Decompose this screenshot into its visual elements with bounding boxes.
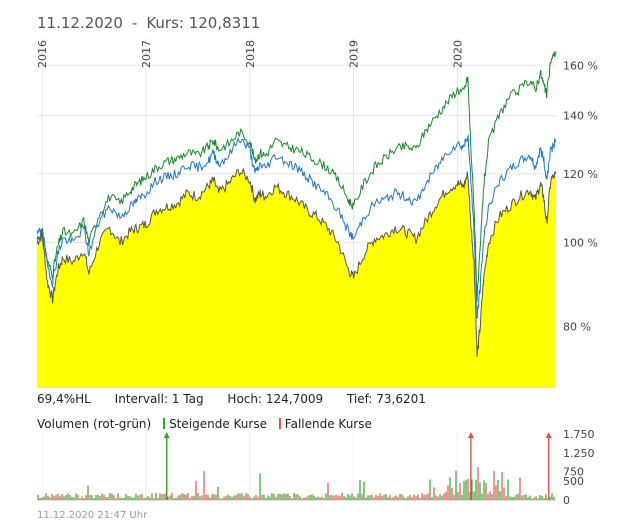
volume-tick-label: 750: [563, 466, 584, 479]
header-separator: -: [131, 14, 138, 32]
series-line-blue: [36, 134, 557, 319]
series-area-fill: [37, 169, 556, 388]
legend-falling: Fallende Kurse: [284, 417, 372, 431]
series-line-green: [36, 51, 557, 302]
high-value: Hoch: 124,7009: [227, 392, 324, 406]
info-bar: 69,4%HL Intervall: 1 Tag Hoch: 124,7009 …: [37, 392, 426, 406]
lines-layer: [36, 51, 557, 357]
volume-tick-label: 1.250: [563, 447, 595, 460]
y-tick-label: 80 %: [563, 321, 591, 334]
volume-tick-label: 1.750: [563, 428, 595, 441]
y-tick-label: 160 %: [563, 59, 598, 72]
volume-spike-arrow-icon: [545, 432, 552, 438]
interval-selector[interactable]: Intervall: 1 Tag: [114, 392, 204, 406]
header-price: Kurs: 120,8311: [146, 14, 261, 32]
y-axis-labels: 80 % 100 % 120 % 140 % 160 %: [563, 59, 598, 333]
x-tick-label: 2020: [451, 40, 464, 68]
volume-tick-label: 500: [563, 475, 584, 488]
legend-rising: Steigende Kurse: [169, 417, 267, 431]
y-tick-label: 140 %: [563, 110, 598, 123]
y-tick-label: 100 %: [563, 237, 598, 250]
x-axis-labels: 2016 2017 2018 2019 2020: [36, 40, 464, 68]
volume-legend: Volumen (rot-grün) Steigende Kurse Falle…: [37, 417, 372, 431]
header-date: 11.12.2020: [37, 14, 123, 32]
chart-header: 11.12.2020- Kurs: 120,8311: [37, 14, 260, 32]
volume-spike-arrow-icon: [163, 432, 170, 438]
volume-title: Volumen (rot-grün): [37, 417, 152, 431]
series-line-main: [36, 167, 557, 357]
low-value: Tief: 73,6201: [346, 392, 426, 406]
range-label: 69,4%HL: [37, 392, 91, 406]
rising-marker-icon: [163, 418, 166, 429]
falling-marker-icon: [278, 418, 281, 429]
volume-tick-label: 0: [563, 494, 570, 507]
volume-bars: [37, 432, 556, 501]
footer-timestamp: 11.12.2020 21:47 Uhr: [37, 510, 148, 521]
x-tick-label: 2019: [348, 40, 361, 68]
x-tick-label: 2018: [244, 40, 257, 68]
x-tick-label: 2017: [140, 40, 153, 68]
area-layer: [37, 169, 556, 388]
x-tick-label: 2016: [36, 40, 49, 68]
volume-spike-arrow-icon: [467, 432, 474, 438]
y-tick-label: 120 %: [563, 168, 598, 181]
